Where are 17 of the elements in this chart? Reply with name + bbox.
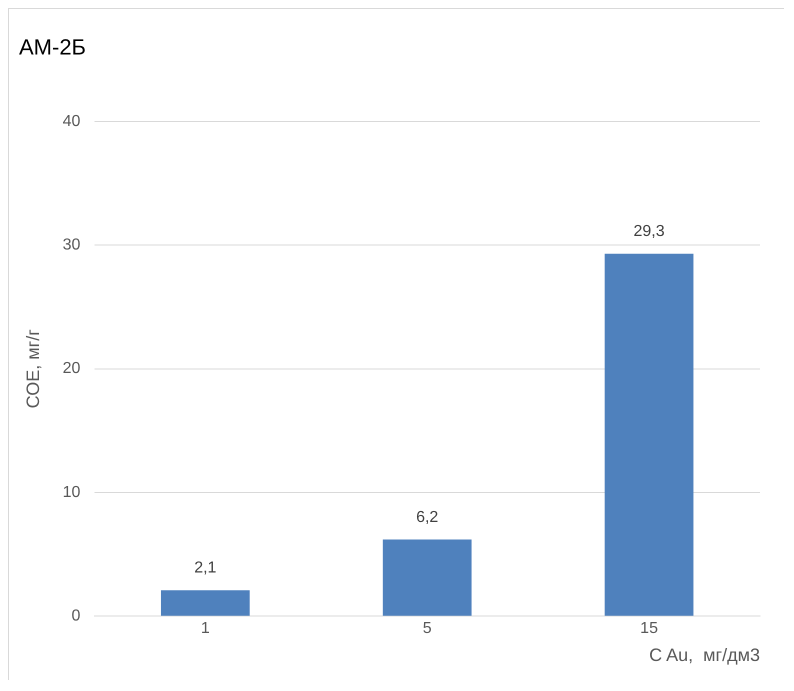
bar (604, 254, 694, 616)
y-tick-label: 0 (71, 608, 80, 625)
data-label: 2,1 (194, 560, 217, 577)
y-tick-label: 40 (62, 112, 80, 130)
y-tick-label: 20 (62, 360, 80, 378)
x-tick-label: 15 (640, 620, 658, 638)
x-tick-label: 5 (422, 620, 432, 638)
x-axis-title: C Au, мг/дм3 (649, 645, 760, 666)
y-axis-title: СОЕ, мг/г (22, 328, 43, 408)
data-label: 6,2 (416, 508, 438, 526)
x-tick-label: 1 (200, 620, 210, 638)
y-tick-label: 30 (62, 236, 80, 254)
chart-title: АМ-2Б (19, 34, 86, 60)
y-tick-label: 10 (62, 484, 80, 501)
data-label: 29,3 (633, 223, 665, 240)
bar (160, 590, 250, 616)
bar (382, 540, 472, 616)
